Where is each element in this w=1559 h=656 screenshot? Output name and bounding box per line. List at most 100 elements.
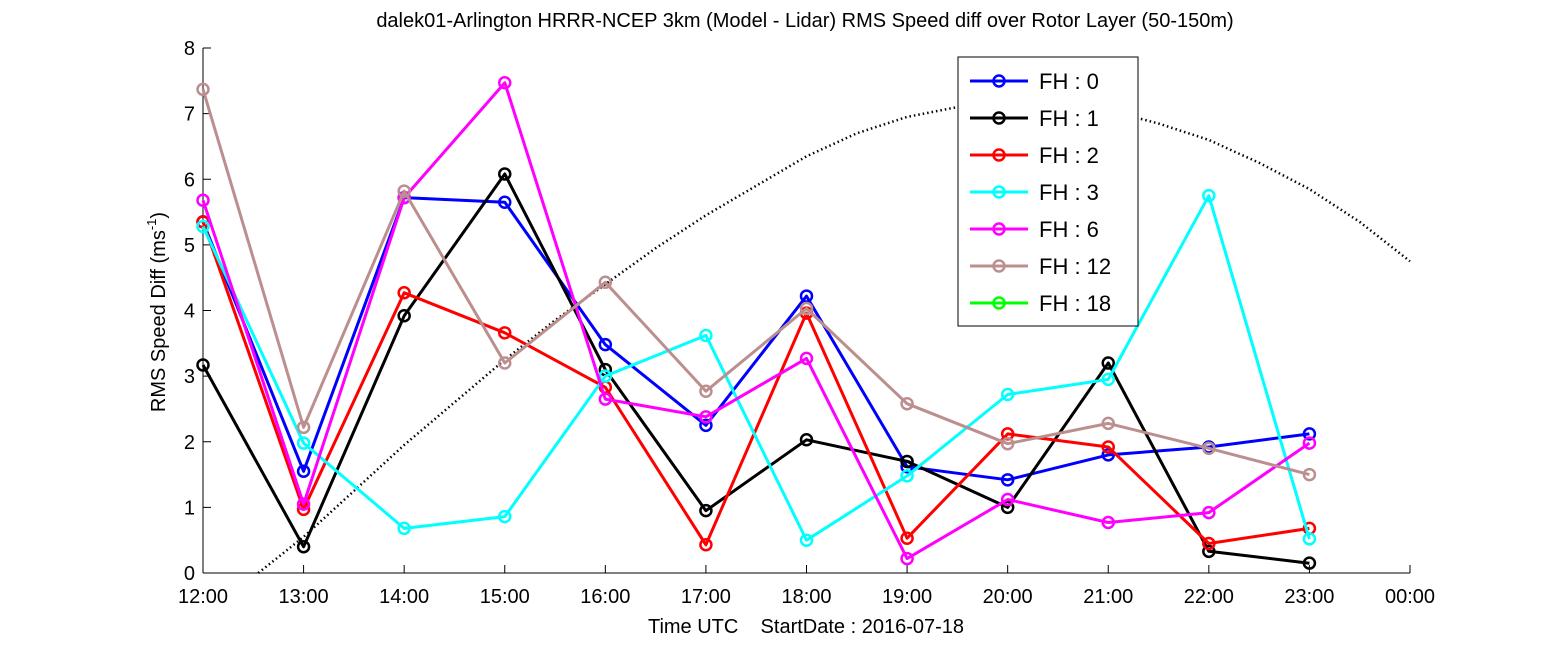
x-tick-label: 17:00 — [681, 586, 731, 608]
data-point — [296, 420, 311, 435]
legend-swatch-marker — [992, 296, 1006, 310]
y-tick-label: 6 — [184, 169, 195, 191]
data-point — [900, 396, 914, 411]
data-point — [1000, 492, 1015, 507]
data-point — [1101, 356, 1115, 370]
data-point — [1000, 473, 1015, 487]
series-5 — [196, 82, 1317, 482]
y-tick-label: 0 — [184, 563, 195, 585]
data-point — [1101, 448, 1115, 462]
plot-area: 0 1 2 3 4 5 6 7 8 12:00 13:00 14:00 15:00 16:00 17:00… — [178, 38, 1435, 608]
y-axis-label-main: RMS Speed Diff (ms — [148, 230, 170, 412]
data-point — [296, 497, 311, 511]
data-point — [1000, 436, 1015, 451]
data-point — [296, 464, 311, 479]
data-point — [1302, 532, 1317, 546]
series-4 — [196, 76, 1317, 566]
data-point — [1202, 536, 1216, 551]
series-layer — [196, 76, 1317, 570]
series-line — [201, 172, 1310, 565]
x-tick-label: 14:00 — [379, 586, 429, 608]
data-point — [498, 326, 512, 340]
y-ticks: 0 1 2 3 4 5 6 7 8 — [184, 38, 211, 585]
y-tick-label: 4 — [184, 301, 195, 323]
chart-title: dalek01-Arlington HRRR-NCEP 3km (Model -… — [376, 10, 1233, 32]
y-tick-label: 8 — [184, 38, 195, 60]
data-point — [196, 193, 210, 207]
x-tick-label: 13:00 — [279, 586, 329, 608]
data-point — [397, 309, 411, 323]
data-point — [1101, 515, 1115, 530]
legend-label: FH : 2 — [1039, 143, 1099, 168]
series-2 — [196, 215, 1317, 552]
reference-curve-line — [257, 102, 1411, 574]
data-point — [1202, 505, 1216, 520]
data-point — [699, 538, 713, 552]
legend-label: FH : 18 — [1039, 291, 1111, 316]
legend-swatch-marker — [992, 185, 1006, 199]
series-line — [201, 221, 1310, 547]
data-point — [498, 76, 512, 90]
x-tick-label: 18:00 — [781, 586, 831, 608]
data-point — [498, 356, 512, 370]
data-point — [799, 533, 814, 547]
data-point — [598, 337, 613, 352]
x-tick-label: 16:00 — [580, 586, 630, 608]
legend-label: FH : 1 — [1039, 106, 1099, 131]
legend-swatch-marker — [992, 111, 1006, 125]
y-tick-label: 3 — [184, 366, 195, 388]
data-point — [699, 328, 713, 343]
series-line — [201, 88, 1310, 477]
legend-label: FH : 0 — [1039, 69, 1099, 94]
data-point — [900, 469, 914, 483]
data-point — [1302, 436, 1317, 450]
data-point — [196, 358, 210, 372]
svg-text:RMS Speed Diff (ms-1): RMS Speed Diff (ms-1) — [144, 212, 170, 412]
series-3 — [196, 188, 1317, 547]
data-point — [598, 369, 613, 383]
x-tick-label: 22:00 — [1184, 586, 1234, 608]
legend: FH : 0 FH : 1 FH : 2 FH : 3 FH : 6 FH : 12 FH … — [957, 56, 1139, 327]
data-point — [1302, 467, 1317, 482]
data-point — [296, 540, 311, 554]
data-point — [799, 351, 814, 366]
x-tick-label: 15:00 — [480, 586, 530, 608]
series-1 — [196, 167, 1317, 570]
series-line — [201, 194, 1311, 542]
y-tick-label: 5 — [184, 235, 195, 257]
data-point — [699, 410, 713, 424]
data-point — [397, 286, 411, 300]
data-point — [699, 503, 713, 518]
legend-swatch-marker — [992, 259, 1006, 273]
y-axis-label: RMS Speed Diff (ms-1) — [144, 212, 170, 412]
data-point — [196, 219, 210, 234]
data-point — [598, 275, 613, 290]
x-tick-label: 21:00 — [1083, 586, 1133, 608]
data-point — [498, 509, 512, 524]
legend-label: FH : 6 — [1039, 217, 1099, 242]
data-point — [498, 195, 512, 209]
series-0 — [196, 190, 1317, 487]
series-line — [201, 196, 1310, 482]
series-line — [201, 81, 1311, 561]
data-point — [397, 184, 411, 198]
data-point — [699, 384, 713, 398]
data-point — [1202, 441, 1216, 456]
data-point — [1101, 416, 1115, 431]
legend-label: FH : 3 — [1039, 180, 1099, 205]
y-tick-label: 7 — [184, 104, 195, 126]
y-tick-label: 1 — [184, 497, 195, 519]
legend-swatch-marker — [992, 222, 1006, 236]
data-point — [1000, 500, 1015, 515]
data-point — [1101, 440, 1115, 454]
legend-swatch-marker — [992, 74, 1006, 88]
data-point — [799, 301, 814, 316]
data-point — [1101, 372, 1115, 387]
x-tick-label: 00:00 — [1385, 586, 1435, 608]
data-point — [900, 454, 914, 469]
x-tick-label: 23:00 — [1284, 586, 1334, 608]
data-point — [900, 531, 914, 545]
y-axis-label-close: ) — [148, 212, 170, 219]
data-point — [699, 418, 713, 433]
